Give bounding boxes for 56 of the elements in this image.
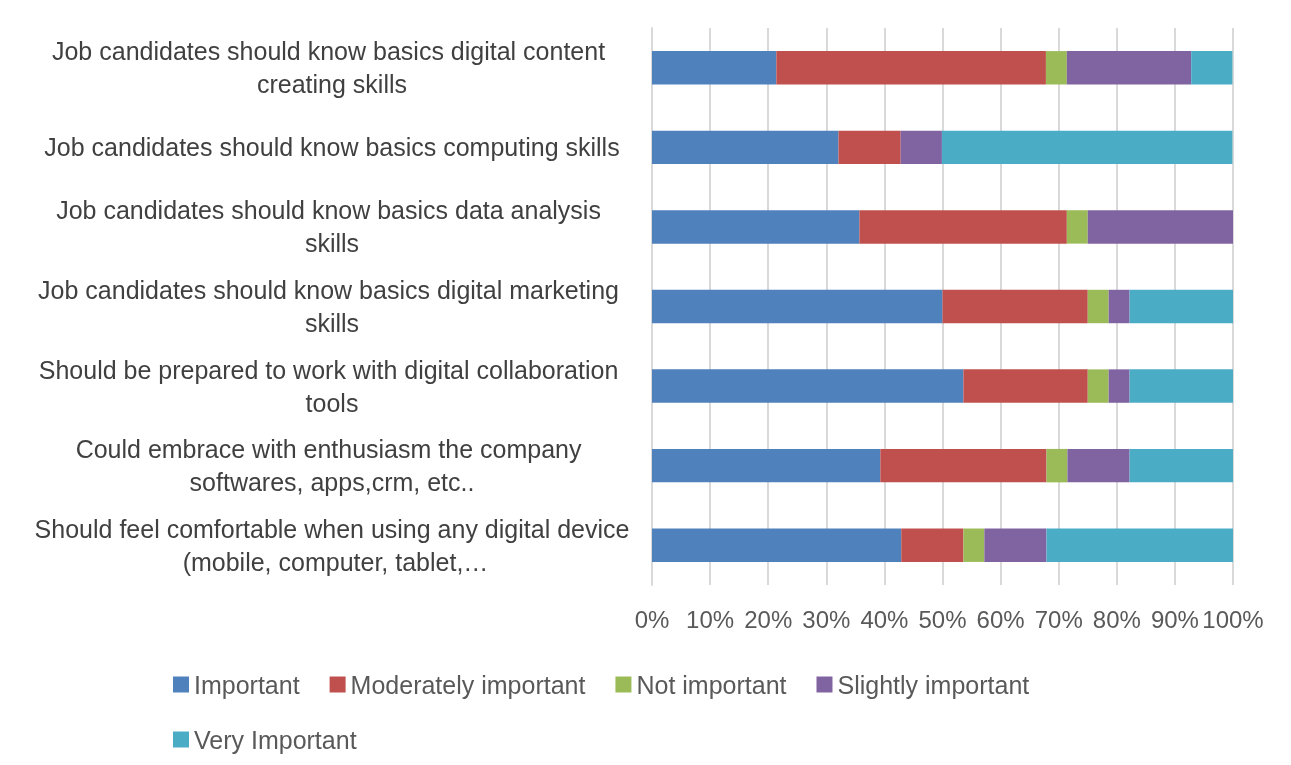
bar [941,130,1233,165]
bar [1191,51,1233,85]
x-tick-label: 60% [976,605,1025,633]
x-tick-label: 90% [1150,605,1199,633]
bar [1087,210,1233,244]
bar [984,528,1047,562]
bar [652,51,777,85]
bar [1108,289,1130,324]
legend-label: Very Important [194,725,357,754]
bar [1129,369,1233,403]
legend-label: Slightly important [837,670,1030,699]
bar [963,528,985,562]
bar [776,51,1046,85]
y-tick-label: Should feel comfortable when using any digital device (mobile, computer, tablet,… [34,514,630,576]
bar [963,369,1088,403]
bar [1108,369,1130,403]
y-tick-label: Job candidates should know basics digital marketing skills [38,276,626,337]
legend-label: Important [194,670,300,699]
bar [942,289,1088,324]
bar [838,130,901,165]
bar [1046,448,1068,483]
x-tick-label: 30% [802,605,851,633]
x-tick-label: 20% [744,605,793,633]
x-tick-label: 100% [1202,605,1264,633]
bar [1129,289,1233,324]
bar [652,448,881,483]
bar [1087,289,1109,324]
x-tick-label: 70% [1034,605,1083,633]
bar [652,289,943,324]
bar [1067,448,1130,483]
bar [652,210,860,244]
legend-label: Moderately important [350,670,586,699]
y-tick-label: Job candidates should know basics digital content creating skills [51,37,613,99]
bar [1129,448,1233,483]
x-tick-label: 40% [860,605,909,633]
bar [1087,369,1109,403]
bar [900,130,942,165]
y-tick-label: Job candidates should know basics data analysis skills [56,196,608,258]
bar [880,448,1047,483]
bar [652,369,964,403]
x-tick-label: 80% [1092,605,1141,633]
y-tick-label: Job candidates should know basics computing skills [44,133,620,162]
bar [652,130,839,165]
bar [859,210,1067,244]
bar [1066,51,1192,85]
bar [652,528,902,562]
x-tick-label: 10% [686,605,735,633]
bar [901,528,964,562]
x-tick-label: 50% [918,605,967,633]
bar [1045,51,1067,85]
x-tick-label: 0% [634,605,670,633]
y-tick-label: Could embrace with enthusiasm the company softwares, apps,crm, etc.. [75,435,589,497]
bar [1066,210,1088,244]
legend-label: Not important [636,670,787,699]
bar [1046,528,1233,562]
y-tick-label: Should be prepared to work with digital collaboration tools [38,355,626,417]
